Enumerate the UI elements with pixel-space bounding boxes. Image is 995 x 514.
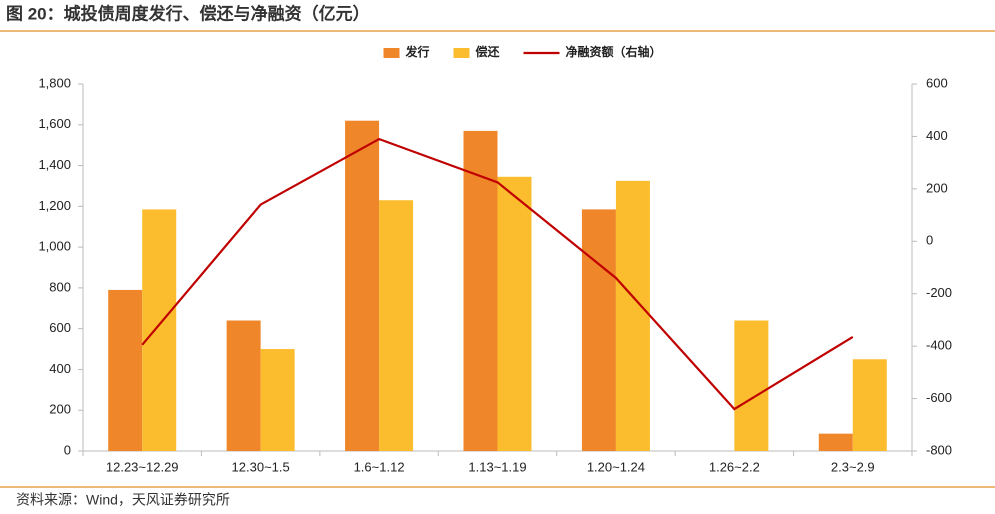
legend-swatch: [383, 48, 400, 58]
y2-tick-label: -400: [926, 338, 952, 353]
legend-label: 偿还: [476, 44, 501, 59]
y2-tick-label: -800: [926, 442, 952, 457]
bar: [818, 433, 853, 451]
bar: [615, 180, 650, 451]
y2-tick-label: 600: [926, 75, 948, 90]
y2-tick-label: -200: [926, 285, 952, 300]
bar: [852, 359, 887, 451]
bar: [734, 320, 769, 451]
legend-label: 发行: [405, 44, 430, 59]
y2-tick-label: 400: [926, 128, 948, 143]
y2-tick-label: 200: [926, 180, 948, 195]
x-tick-label: 2.3~2.9: [831, 459, 875, 474]
legend-label: 净融资额（右轴）: [566, 44, 662, 59]
y-tick-label: 200: [49, 402, 71, 417]
legend-swatch: [453, 48, 470, 58]
y-tick-label: 1,200: [38, 198, 71, 213]
source: 资料来源：Wind，天风证券研究所: [16, 492, 230, 508]
bar: [463, 130, 498, 451]
y2-tick-label: 0: [926, 233, 933, 248]
x-tick-label: 12.30~1.5: [232, 459, 290, 474]
bar: [108, 289, 143, 451]
bar: [226, 320, 261, 451]
x-tick-label: 1.26~2.2: [709, 459, 760, 474]
bar: [497, 176, 532, 451]
y-tick-label: 1,600: [38, 116, 71, 131]
y-tick-label: 0: [64, 442, 71, 457]
y-tick-label: 1,800: [38, 75, 71, 90]
line: [141, 137, 854, 411]
bar: [581, 209, 616, 451]
bar: [142, 209, 177, 451]
x-tick-label: 1.13~1.19: [468, 459, 526, 474]
x-tick-label: 12.23~12.29: [106, 459, 179, 474]
y-tick-label: 1,000: [38, 239, 71, 254]
y-tick-label: 1,400: [38, 157, 71, 172]
bar: [260, 349, 295, 451]
bar: [379, 200, 414, 451]
y2-tick-label: -600: [926, 390, 952, 405]
title: 图 20：城投债周度发行、偿还与净融资（亿元）: [6, 3, 370, 23]
y-tick-label: 400: [49, 361, 71, 376]
y-tick-label: 800: [49, 279, 71, 294]
bar: [345, 120, 380, 451]
x-tick-label: 1.6~1.12: [354, 459, 405, 474]
y-tick-label: 600: [49, 320, 71, 335]
x-tick-label: 1.20~1.24: [587, 459, 645, 474]
